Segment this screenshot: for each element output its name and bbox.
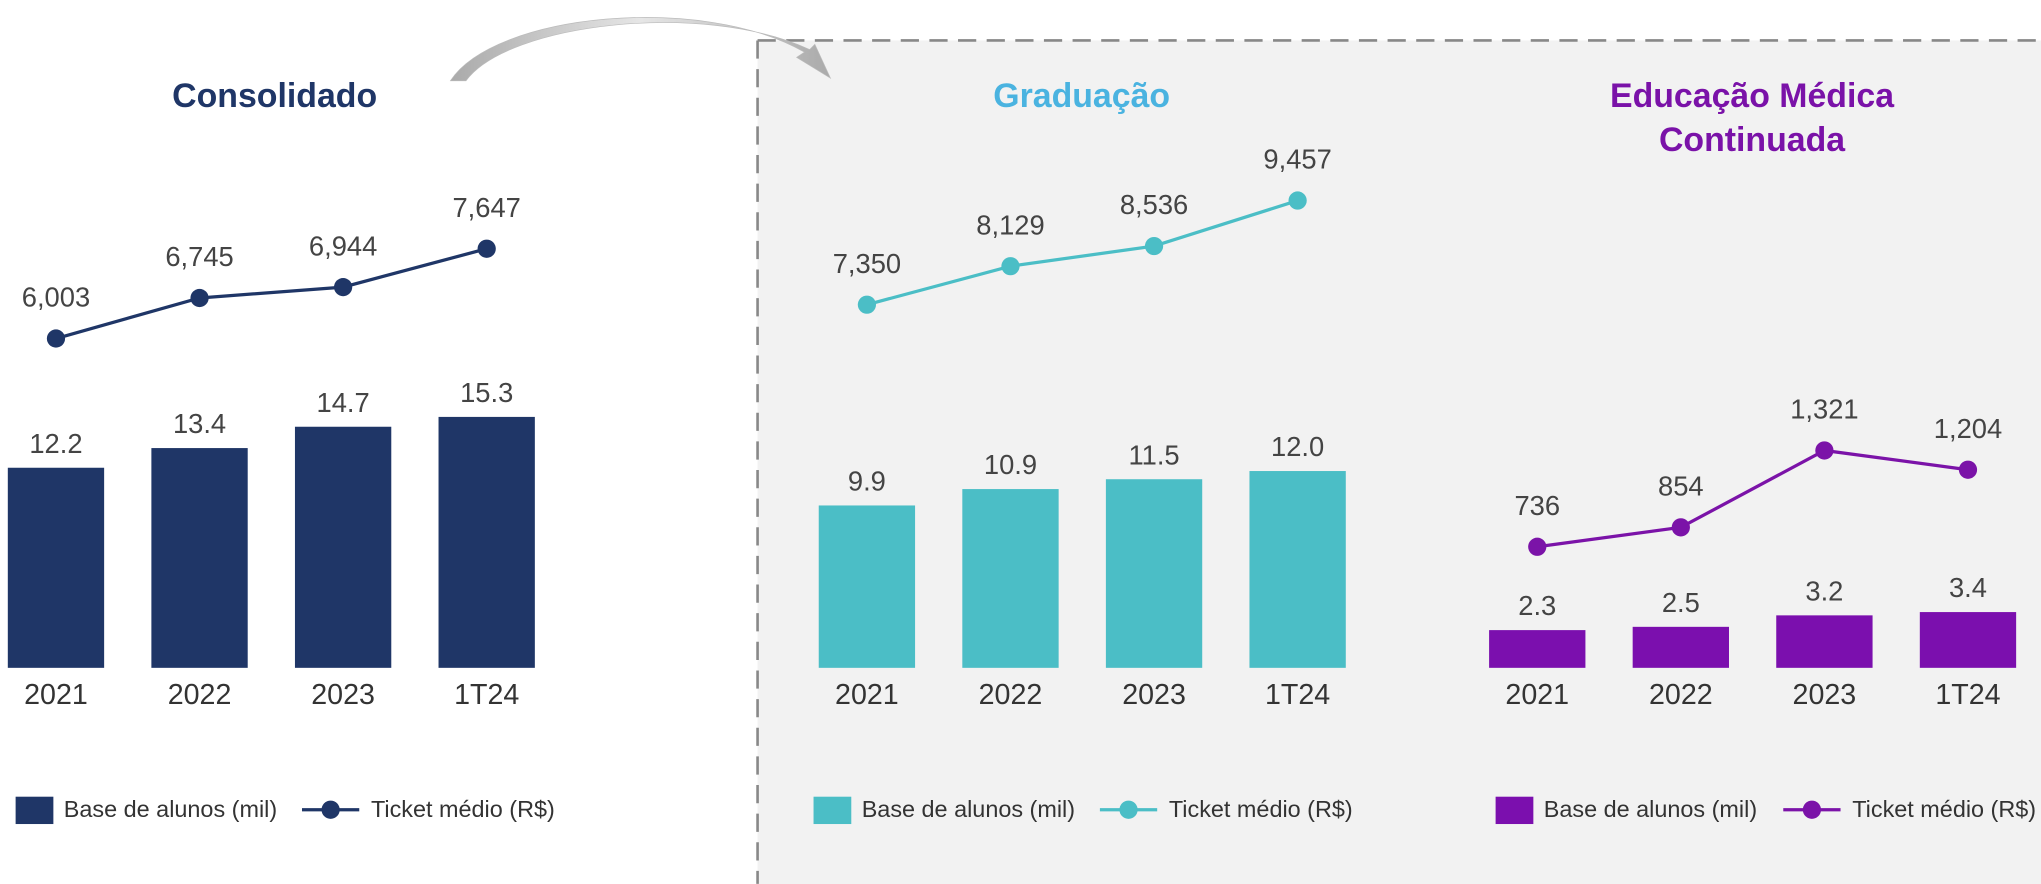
data-label: 6,745 xyxy=(165,241,233,272)
legend-label: Ticket médio (R$) xyxy=(1852,796,2036,822)
bar xyxy=(1249,471,1346,668)
data-label: 10.9 xyxy=(984,449,1037,480)
data-label: 11.5 xyxy=(1128,439,1179,470)
data-label: 15.3 xyxy=(460,377,513,408)
point xyxy=(477,239,496,258)
chart-title-box: Graduação xyxy=(993,75,1171,115)
data-label: 12.2 xyxy=(29,428,82,459)
data-label: 9,457 xyxy=(1263,144,1331,175)
x-tick-label: 1T24 xyxy=(1935,679,2000,711)
chart-title: Educação Médica Continuada xyxy=(1610,75,1895,159)
bar xyxy=(1632,626,1729,668)
data-label: 3.2 xyxy=(1805,575,1843,606)
bar xyxy=(294,426,392,668)
arrow xyxy=(449,17,832,82)
data-label: 12.0 xyxy=(1271,431,1324,462)
data-label: 6,003 xyxy=(22,282,90,313)
legend-swatch xyxy=(15,796,54,825)
bar xyxy=(7,467,105,668)
chart-title-box: Consolidado xyxy=(172,75,378,115)
data-label: 7,647 xyxy=(452,192,520,223)
x-tick-label: 1T24 xyxy=(1265,679,1330,711)
x-tick-label: 2021 xyxy=(24,679,88,711)
data-label: 14.7 xyxy=(317,387,370,418)
data-label: 2.3 xyxy=(1518,590,1556,621)
point xyxy=(1958,460,1978,479)
bar xyxy=(438,416,535,668)
legend-marker xyxy=(1119,800,1138,819)
data-label: 1,204 xyxy=(1934,413,2002,444)
line xyxy=(866,198,1299,307)
data-label: 13.4 xyxy=(173,408,226,439)
chart-title: Graduação xyxy=(993,75,1171,115)
point xyxy=(1288,191,1307,210)
line xyxy=(55,247,488,341)
point xyxy=(334,277,353,297)
x-tick-label: 2021 xyxy=(1505,679,1569,711)
bar xyxy=(1105,479,1203,668)
point xyxy=(1528,537,1547,556)
panel-background xyxy=(757,40,2041,884)
bar xyxy=(818,505,916,668)
legend-label: Ticket médio (R$) xyxy=(371,796,555,822)
x-tick-label: 2022 xyxy=(168,679,232,711)
legend-label: Ticket médio (R$) xyxy=(1169,796,1353,822)
x-tick-label: 2023 xyxy=(1122,679,1186,711)
x-tick-label: 1T24 xyxy=(454,679,519,711)
data-label: 2.5 xyxy=(1662,587,1700,618)
legend-label: Base de alunos (mil) xyxy=(64,796,277,822)
point xyxy=(857,295,877,314)
point xyxy=(1144,236,1164,256)
data-label: 6,944 xyxy=(309,230,377,261)
bar xyxy=(1919,612,2017,668)
bar xyxy=(1489,630,1586,668)
legend-marker xyxy=(321,800,340,819)
data-label: 8,129 xyxy=(976,209,1044,240)
chart-title: Consolidado xyxy=(172,75,378,115)
legend-swatch xyxy=(1495,796,1534,825)
point xyxy=(46,329,66,348)
chart-title-box: Educação Médica Continuada xyxy=(1610,75,1895,159)
data-label: 1,321 xyxy=(1790,394,1858,425)
x-tick-label: 2023 xyxy=(311,679,375,711)
bar xyxy=(151,448,248,668)
x-tick-label: 2022 xyxy=(1649,679,1713,711)
legend-marker xyxy=(1802,800,1822,819)
data-label: 736 xyxy=(1514,490,1560,521)
data-label: 7,350 xyxy=(833,248,901,279)
x-tick-label: 2021 xyxy=(835,679,899,711)
point xyxy=(190,288,209,308)
line xyxy=(1537,448,1969,549)
x-tick-label: 2023 xyxy=(1793,679,1857,711)
legend-label: Base de alunos (mil) xyxy=(862,796,1075,822)
bar xyxy=(962,489,1059,668)
panel-border xyxy=(756,39,2041,884)
point xyxy=(1671,518,1690,537)
data-label: 9.9 xyxy=(848,466,886,497)
bar xyxy=(1776,615,1873,668)
point xyxy=(1815,441,1834,460)
x-tick-label: 2022 xyxy=(979,679,1043,711)
point xyxy=(1001,257,1020,276)
data-label: 854 xyxy=(1658,471,1704,502)
data-label: 3.4 xyxy=(1949,572,1987,603)
legend-label: Base de alunos (mil) xyxy=(1544,796,1757,822)
legend-swatch xyxy=(813,796,852,825)
data-label: 8,536 xyxy=(1120,189,1188,220)
